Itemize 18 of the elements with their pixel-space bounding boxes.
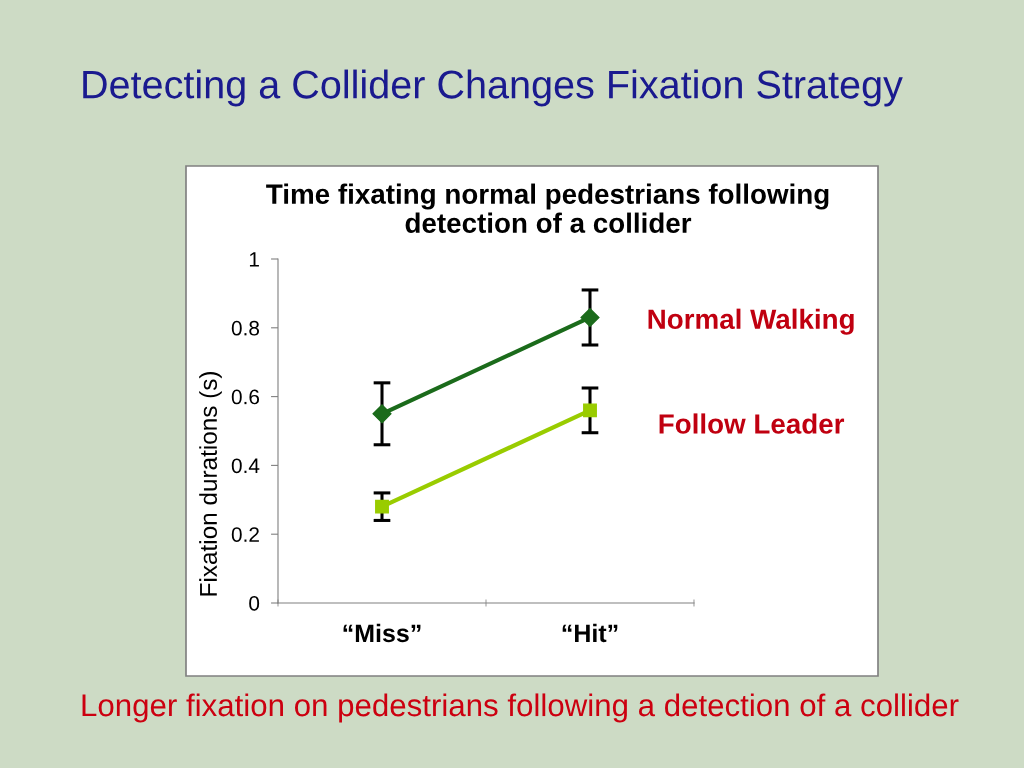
y-axis-title: Fixation durations (s) — [199, 372, 222, 596]
y-tick-label: 1 — [249, 252, 259, 267]
text: Follow Leader — [659, 413, 845, 434]
y-tick-label: 0 — [249, 596, 260, 611]
y-tick-label: 0.2 — [231, 527, 259, 542]
point — [372, 404, 392, 424]
x-tick-label: “Hit” — [562, 623, 618, 643]
point — [580, 307, 600, 328]
y-tick-label: 0.4 — [231, 458, 260, 474]
text: Longer fixation on pedestrians following a detection of a collider — [82, 693, 959, 723]
y-tick-label: 0.8 — [231, 320, 260, 336]
point — [375, 499, 389, 514]
series-label: Normal Walking — [648, 308, 854, 335]
point — [583, 403, 597, 418]
chart-subtitle: Time fixating normal pedestrians following detection of a collider — [266, 183, 829, 233]
y-tick-label: 0.6 — [231, 389, 260, 405]
chart-title: Detecting a Collider Changes Fixation Strategy — [83, 69, 903, 107]
x-tick-label: “Miss” — [343, 623, 421, 643]
